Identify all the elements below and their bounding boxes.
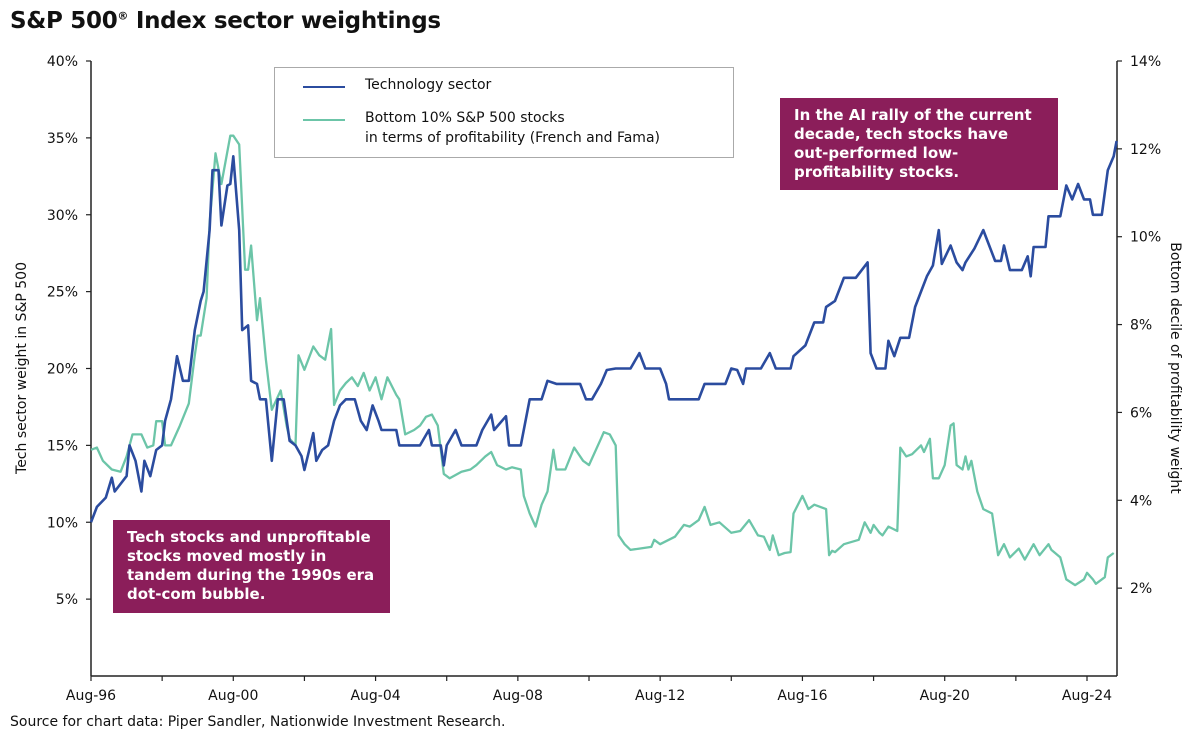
y-tick-label: 40% bbox=[47, 54, 78, 70]
x-tick-label: Aug-24 bbox=[1062, 688, 1112, 704]
annotation-ai-rally: In the AI rally of the current decade, t… bbox=[780, 98, 1058, 190]
legend: Technology sector Bottom 10% S&P 500 sto… bbox=[274, 67, 734, 158]
x-tick-label: Aug-00 bbox=[208, 688, 258, 704]
annotation-dotcom: Tech stocks and unprofitable stocks move… bbox=[113, 520, 390, 613]
x-tick-label: Aug-08 bbox=[493, 688, 543, 704]
legend-swatch-tech bbox=[303, 86, 345, 88]
y2-tick-label: 10% bbox=[1130, 230, 1161, 246]
x-tick-label: Aug-04 bbox=[350, 688, 400, 704]
y2-tick-label: 14% bbox=[1130, 54, 1161, 70]
chart-title: S&P 500® Index sector weightings bbox=[10, 8, 441, 34]
source-note: Source for chart data: Piper Sandler, Na… bbox=[10, 714, 506, 730]
y-tick-label: 5% bbox=[56, 592, 78, 608]
x-tick-label: Aug-16 bbox=[777, 688, 827, 704]
y2-tick-label: 12% bbox=[1130, 142, 1161, 158]
y2-tick-label: 8% bbox=[1130, 318, 1152, 334]
x-tick-label: Aug-96 bbox=[66, 688, 116, 704]
y2-tick-label: 6% bbox=[1130, 405, 1152, 421]
x-tick-label: Aug-20 bbox=[920, 688, 970, 704]
x-tick-label: Aug-12 bbox=[635, 688, 685, 704]
title-registered-mark: ® bbox=[117, 9, 129, 23]
legend-label-tech: Technology sector bbox=[365, 77, 492, 93]
title-text-rest: Index sector weightings bbox=[128, 8, 441, 34]
title-text: S&P 500 bbox=[10, 8, 118, 34]
y-tick-label: 10% bbox=[47, 515, 78, 531]
y-tick-label: 35% bbox=[47, 131, 78, 147]
axes: 5% 10% 15% 20% 25% 30% 35% 40% 2% 4% 6% 8% 10% 12% 14%… bbox=[47, 54, 1161, 704]
legend-label-bottom-1: Bottom 10% S&P 500 stocks bbox=[365, 110, 565, 126]
y2-tick-label: 2% bbox=[1130, 581, 1152, 597]
legend-swatch-bottom bbox=[303, 119, 345, 121]
series-lines bbox=[89, 134, 1118, 587]
legend-label-bottom-2: in terms of profitability (French and Fa… bbox=[365, 130, 660, 146]
y-tick-label: 30% bbox=[47, 208, 78, 224]
y-tick-label: 25% bbox=[47, 285, 78, 301]
y2-axis-title: Bottom decile of profitability weight bbox=[1167, 242, 1183, 494]
y-tick-label: 15% bbox=[47, 438, 78, 454]
legend-item-bottom: Bottom 10% S&P 500 stocks in terms of pr… bbox=[303, 110, 660, 148]
series-line-bottom-profitability bbox=[90, 134, 1115, 587]
series-line-technology bbox=[89, 140, 1118, 523]
y-axis-title: Tech sector weight in S&P 500 bbox=[14, 262, 30, 475]
legend-item-tech: Technology sector bbox=[303, 77, 491, 93]
y-tick-label: 20% bbox=[47, 362, 78, 378]
y2-tick-label: 4% bbox=[1130, 493, 1152, 509]
